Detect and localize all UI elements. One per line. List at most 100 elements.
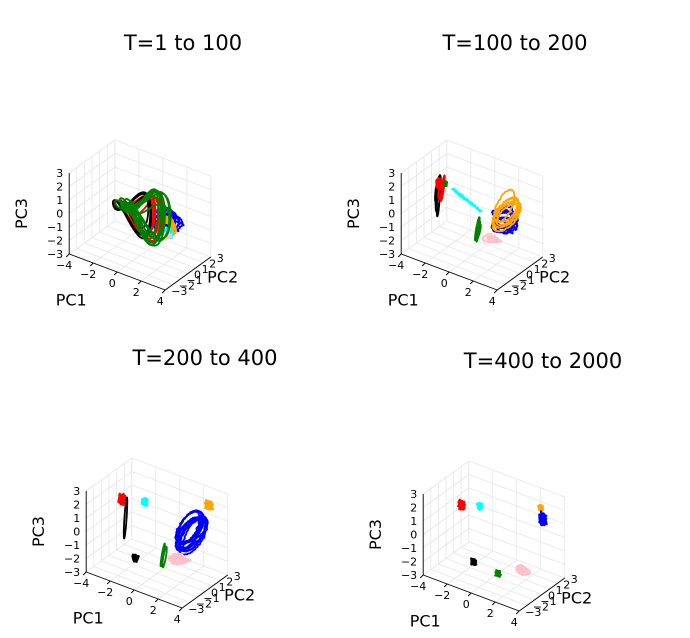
series-black-blob bbox=[131, 553, 140, 563]
x-tick-mark bbox=[106, 580, 111, 585]
x-tick-label: 4 bbox=[489, 295, 496, 308]
panel-title: T=200 to 400 bbox=[131, 346, 277, 370]
z-tick-label: 0 bbox=[388, 208, 395, 221]
trace-pink bbox=[169, 552, 184, 564]
x-axis-label: PC1 bbox=[388, 290, 419, 309]
x-tick-label: −4 bbox=[388, 259, 404, 272]
gridline bbox=[76, 248, 173, 285]
z-tick-label: −1 bbox=[379, 221, 395, 234]
series-cyan bbox=[451, 187, 483, 213]
y-tick-label: 2 bbox=[226, 576, 233, 589]
x-tick-label: −4 bbox=[56, 259, 72, 272]
traces bbox=[457, 498, 548, 578]
panel-title: T=400 to 2000 bbox=[463, 349, 622, 373]
x-axis-label: PC1 bbox=[73, 608, 104, 627]
z-axis-label: PC3 bbox=[12, 198, 31, 229]
x-tick-label: 0 bbox=[109, 277, 116, 290]
y-tick-label: 0 bbox=[211, 587, 218, 600]
x-tick-label: 4 bbox=[157, 295, 164, 308]
y-tick-label: 3 bbox=[217, 252, 224, 265]
y-tick-label: 3 bbox=[571, 573, 578, 586]
trace-orange bbox=[492, 188, 517, 223]
x-tick-mark bbox=[493, 289, 498, 294]
gridline bbox=[438, 563, 535, 601]
y-tick-label: 3 bbox=[549, 252, 556, 265]
z-tick-label: −3 bbox=[47, 248, 63, 261]
x-tick-mark bbox=[113, 271, 118, 276]
y-tick-label: 2 bbox=[541, 258, 548, 271]
z-tick-label: 1 bbox=[73, 512, 80, 525]
series-orange bbox=[203, 499, 215, 511]
trace-orange bbox=[491, 199, 523, 233]
z-axis-label: PC3 bbox=[366, 519, 385, 550]
trace-pink bbox=[481, 232, 498, 244]
x-tick-mark bbox=[515, 610, 520, 615]
z-tick-label: 3 bbox=[410, 488, 417, 501]
gridline bbox=[416, 242, 513, 280]
x-tick-mark bbox=[491, 601, 496, 606]
series-green bbox=[159, 542, 168, 569]
z-tick-label: −3 bbox=[379, 248, 395, 261]
z-tick-label: 1 bbox=[410, 515, 417, 528]
y-axis-line bbox=[518, 577, 566, 612]
y-tick-label: 1 bbox=[219, 581, 226, 594]
z-tick-label: −2 bbox=[379, 235, 395, 248]
x-tick-label: −2 bbox=[434, 589, 450, 602]
y-tick-label: 1 bbox=[534, 263, 541, 276]
trace-black bbox=[122, 496, 129, 540]
trace-orange bbox=[537, 503, 545, 512]
y-tick-label: −2 bbox=[533, 601, 549, 614]
y-tick-label: 2 bbox=[209, 258, 216, 271]
gridline bbox=[430, 569, 527, 606]
x-tick-label: 0 bbox=[126, 595, 133, 608]
series-orange bbox=[537, 503, 545, 512]
y-tick-label: −3 bbox=[188, 603, 204, 616]
series-green bbox=[114, 188, 172, 247]
x-tick-label: 2 bbox=[150, 604, 157, 617]
z-tick-label: 2 bbox=[388, 181, 395, 194]
y-tick-label: 0 bbox=[548, 590, 555, 603]
z-axis-label: PC3 bbox=[344, 198, 363, 229]
gridline bbox=[108, 555, 206, 592]
gridline bbox=[107, 226, 204, 263]
x-tick-label: −2 bbox=[412, 268, 428, 281]
y-tick-label: −3 bbox=[171, 285, 187, 298]
z-tick-label: 2 bbox=[56, 181, 63, 194]
trace-red bbox=[117, 492, 127, 506]
series-cyan bbox=[140, 497, 149, 507]
x-tick-mark bbox=[130, 589, 135, 594]
z-tick-label: 0 bbox=[73, 526, 80, 539]
traces bbox=[117, 492, 215, 569]
series-green-blob bbox=[442, 180, 449, 188]
gridline bbox=[468, 541, 565, 579]
z-tick-label: 1 bbox=[56, 194, 63, 207]
x-tick-mark bbox=[467, 592, 472, 597]
y-axis-label: PC2 bbox=[207, 267, 238, 286]
z-tick-label: −1 bbox=[64, 539, 80, 552]
gridline bbox=[99, 231, 196, 269]
traces bbox=[434, 174, 523, 244]
x-tick-label: 2 bbox=[465, 286, 472, 299]
trace-green bbox=[473, 216, 481, 242]
z-tick-label: 0 bbox=[410, 529, 417, 542]
trace-blue bbox=[175, 510, 201, 545]
series-orange bbox=[491, 188, 523, 233]
gridline bbox=[423, 237, 521, 274]
y-tick-label: 3 bbox=[234, 570, 241, 583]
gridline bbox=[439, 226, 536, 263]
x-tick-mark bbox=[443, 583, 448, 588]
gridline bbox=[91, 237, 189, 274]
trace-orange bbox=[203, 499, 215, 511]
x-tick-mark bbox=[469, 280, 474, 285]
y-tick-label: 1 bbox=[556, 584, 563, 597]
y-tick-label: −1 bbox=[203, 592, 219, 605]
y-tick-label: 2 bbox=[563, 579, 570, 592]
z-tick-label: −3 bbox=[401, 569, 417, 582]
z-tick-label: 3 bbox=[388, 167, 395, 180]
gridline bbox=[84, 242, 181, 280]
x-tick-label: 4 bbox=[511, 616, 518, 629]
series-blue bbox=[538, 510, 548, 527]
x-tick-mark bbox=[397, 253, 402, 258]
